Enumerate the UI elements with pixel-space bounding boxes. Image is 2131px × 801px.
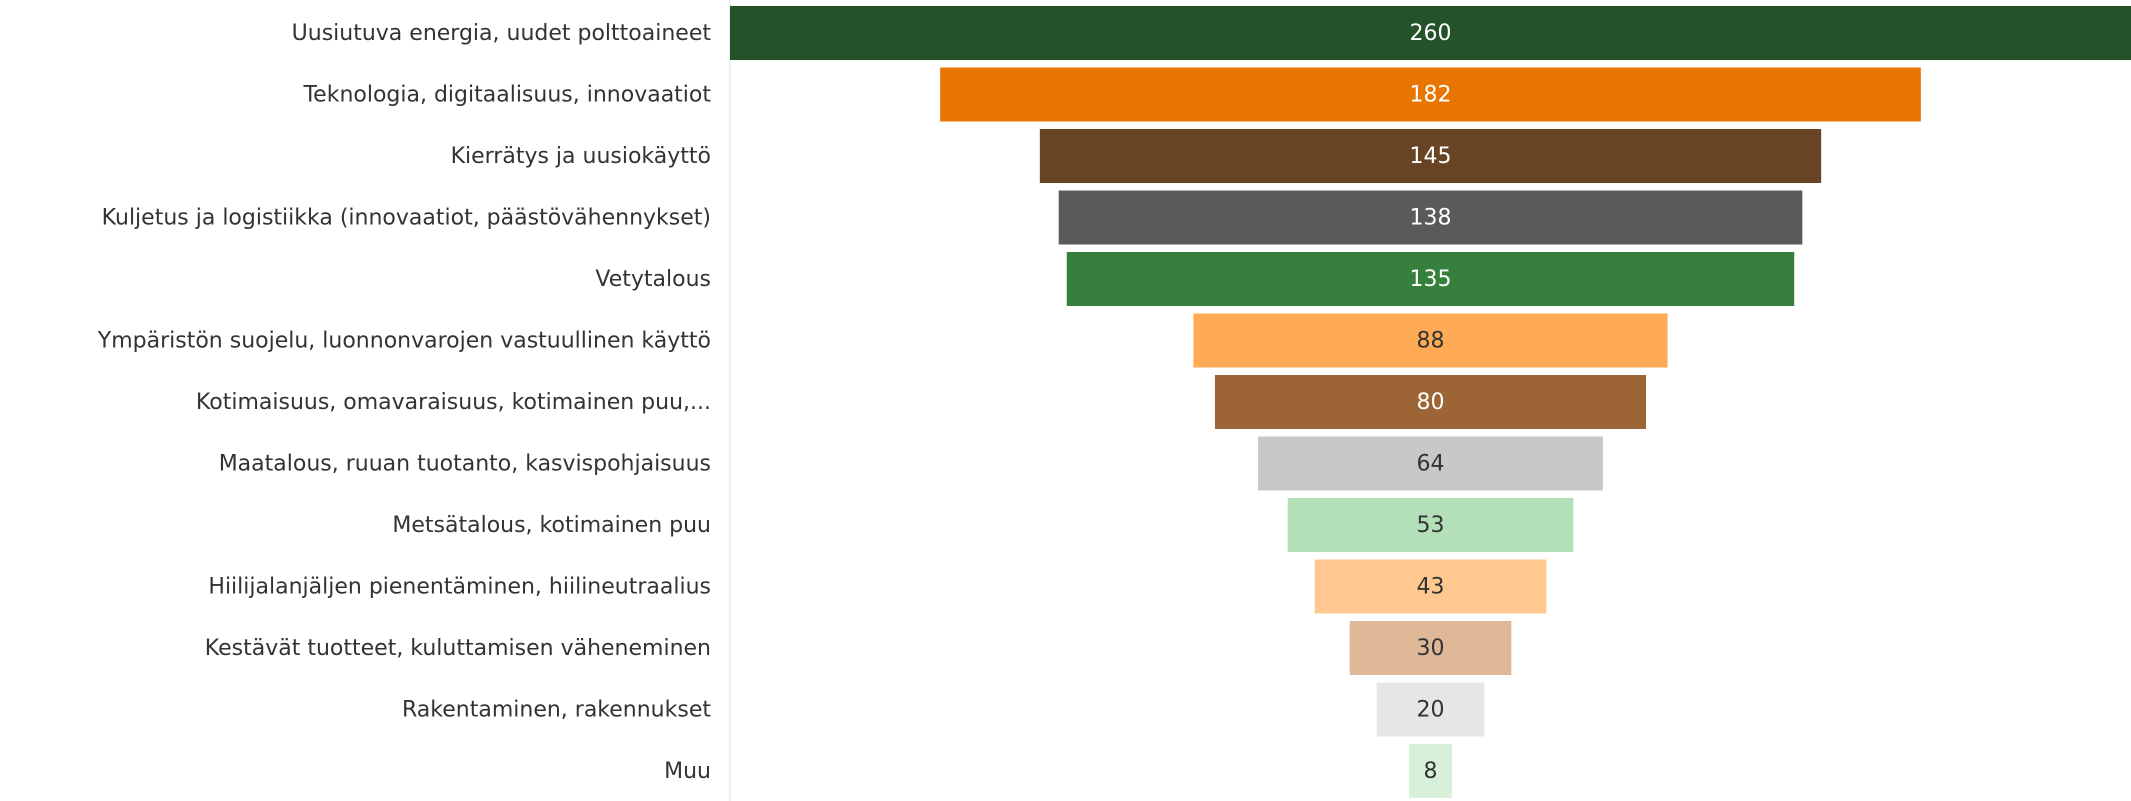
funnel-bar [1349,621,1512,675]
category-label: Rakentaminen, rakennukset [402,698,711,723]
funnel-bar [940,67,1921,122]
funnel-bar [1287,498,1574,552]
category-label: Kestävät tuotteet, kuluttamisen vähenemi… [205,636,711,661]
category-label: Metsätalous, kotimainen puu [392,513,711,538]
category-label: Vetytalous [595,267,711,292]
data-label: 30 [1417,636,1445,661]
data-label: 53 [1417,513,1445,538]
category-label: Kierrätys ja uusiokäyttö [451,144,711,169]
data-label: 135 [1410,267,1452,292]
category-label: Kotimaisuus, omavaraisuus, kotimainen pu… [196,390,711,415]
data-label: 260 [1410,21,1452,46]
data-label: 80 [1417,390,1445,415]
data-label: 43 [1417,575,1445,600]
category-label: Ympäristön suojelu, luonnonvarojen vastu… [97,329,711,354]
funnel-bar [1193,313,1668,368]
data-label: 145 [1410,144,1452,169]
category-label: Teknologia, digitaalisuus, innovaatiot [302,83,711,108]
category-label: Kuljetus ja logistiikka (innovaatiot, pä… [102,206,711,231]
funnel-bar [1066,252,1795,306]
category-label: Muu [664,759,711,784]
category-label: Hiilijalanjäljen pienentäminen, hiilineu… [208,575,711,600]
funnel-bar [730,6,2131,60]
funnel-bar [1314,559,1547,614]
funnel-bar [1376,682,1485,737]
funnel-bar [1058,190,1803,245]
funnel-bar [1408,744,1453,798]
category-label: Uusiutuva energia, uudet polttoaineet [292,21,712,46]
category-label: Maatalous, ruuan tuotanto, kasvispohjais… [219,452,711,477]
data-label: 20 [1417,698,1445,723]
data-label: 8 [1424,759,1438,784]
data-label: 182 [1410,83,1452,108]
data-label: 138 [1410,206,1452,231]
data-label: 64 [1417,452,1445,477]
funnel-bar [1214,375,1647,429]
data-label: 88 [1417,329,1445,354]
funnel-bar [1039,129,1822,183]
funnel-bar [1258,436,1603,491]
